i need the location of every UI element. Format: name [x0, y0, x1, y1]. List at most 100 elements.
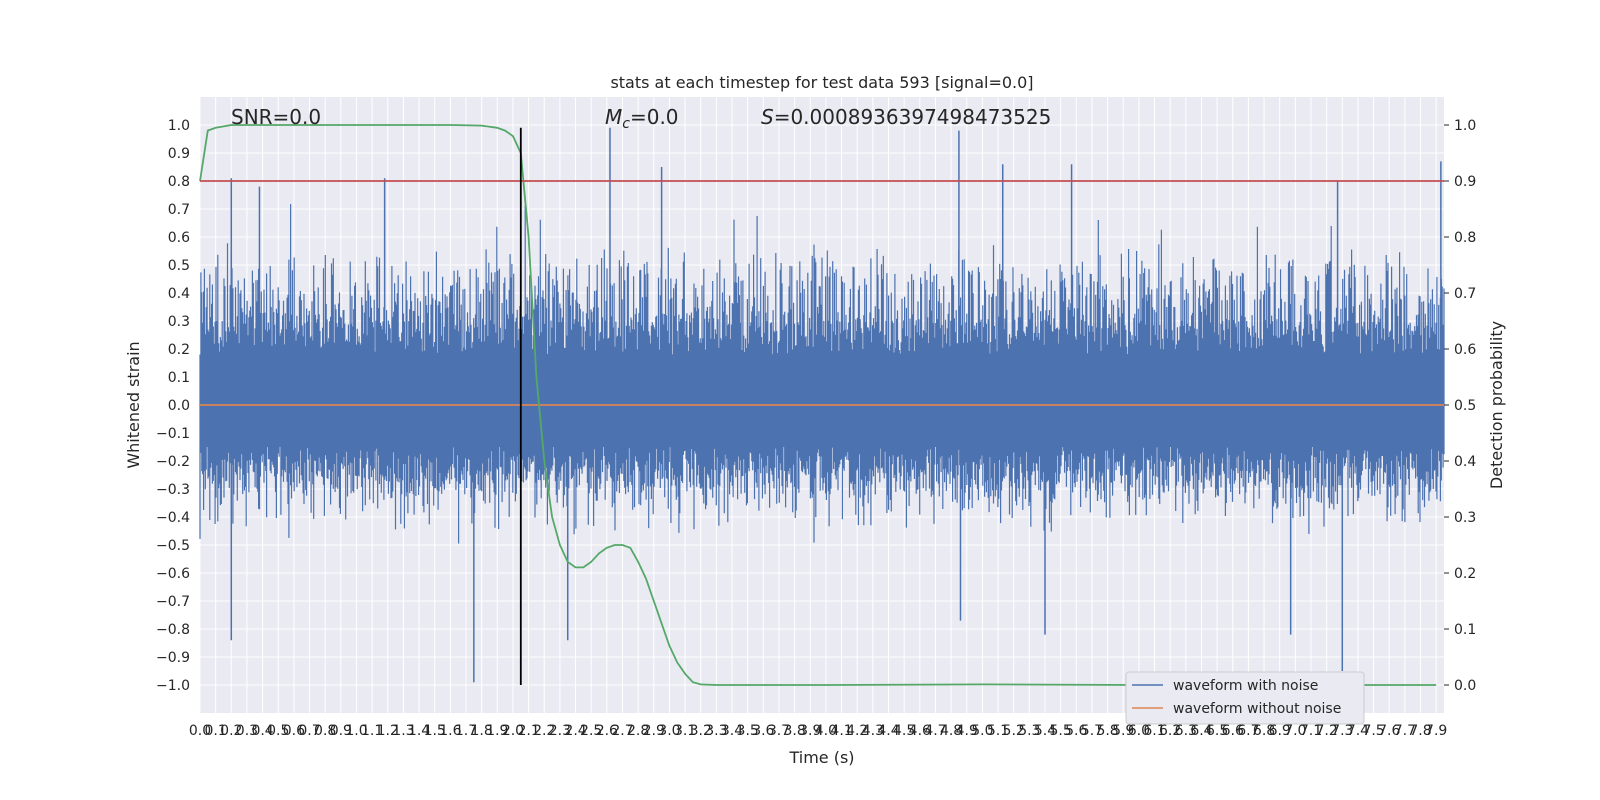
x-tick-label: 0.4 [251, 723, 273, 739]
y-tick-label: −0.9 [156, 650, 190, 666]
x-tick-label: 4.3 [862, 723, 884, 739]
x-tick-label: 6.8 [1253, 723, 1275, 739]
x-tick-label: 2.9 [643, 723, 665, 739]
x-tick-label: 7.2 [1316, 723, 1338, 739]
y-tick-label: −0.3 [156, 482, 190, 498]
x-tick-label: 7.1 [1300, 723, 1322, 739]
x-tick-label: 6.6 [1222, 723, 1244, 739]
x-tick-label: 5.0 [971, 723, 993, 739]
x-tick-label: 6.2 [1159, 723, 1181, 739]
x-tick-label: 6.5 [1206, 723, 1228, 739]
y2-tick-label: 0.0 [1454, 678, 1476, 694]
legend-label-clean: waveform without noise [1173, 701, 1341, 717]
x-tick-label: 4.8 [940, 723, 962, 739]
x-tick-label: 5.2 [1003, 723, 1025, 739]
x-tick-label: 0.7 [298, 723, 320, 739]
y-tick-label: 0.8 [168, 174, 190, 190]
x-tick-label: 7.8 [1409, 723, 1431, 739]
x-tick-label: 0.2 [220, 723, 242, 739]
x-tick-label: 3.9 [799, 723, 821, 739]
x-tick-label: 2.4 [564, 723, 586, 739]
x-tick-label: 7.9 [1425, 723, 1447, 739]
x-tick-label: 1.3 [392, 723, 414, 739]
x-tick-label: 1.9 [486, 723, 508, 739]
x-tick-label: 0.5 [267, 723, 289, 739]
x-tick-label: 1.8 [471, 723, 493, 739]
y2-tick-label: 0.5 [1454, 398, 1476, 414]
x-tick-label: 4.2 [846, 723, 868, 739]
x-tick-label: 3.6 [752, 723, 774, 739]
y-tick-label: −1.0 [156, 678, 190, 694]
y-tick-label: 1.0 [168, 118, 190, 134]
waveform-with-noise-series [199, 127, 1445, 683]
x-tick-label: 6.4 [1190, 723, 1212, 739]
x-tick-label: 4.1 [830, 723, 852, 739]
x-tick-label: 2.7 [611, 723, 633, 739]
y-tick-label: 0.3 [168, 314, 190, 330]
x-tick-label: 3.7 [768, 723, 790, 739]
y2-tick-label: 0.9 [1454, 174, 1476, 190]
x-tick-label: 3.0 [658, 723, 680, 739]
y-tick-label: −0.6 [156, 566, 190, 582]
x-tick-label: 6.3 [1175, 723, 1197, 739]
x-tick-label: 5.3 [1018, 723, 1040, 739]
x-tick-label: 0.1 [205, 723, 227, 739]
line-series [199, 124, 1444, 686]
x-tick-label: 5.5 [1049, 723, 1071, 739]
y-tick-label: −0.1 [156, 426, 190, 442]
x-tick-label: 3.4 [721, 723, 743, 739]
x-tick-label: 5.1 [987, 723, 1009, 739]
x-tick-label: 0.3 [236, 723, 258, 739]
x-tick-label: 4.5 [893, 723, 915, 739]
y2-tick-label: 0.3 [1454, 510, 1476, 526]
x-tick-label: 4.0 [815, 723, 837, 739]
y-tick-label: 0.2 [168, 342, 190, 358]
x-tick-label: 2.2 [533, 723, 555, 739]
y2-tick-label: 0.1 [1454, 622, 1476, 638]
x-tick-label: 4.4 [877, 723, 899, 739]
x-tick-label: 1.7 [455, 723, 477, 739]
x-tick-label: 1.4 [408, 723, 430, 739]
noise-band [200, 357, 1444, 447]
y2-axis-label: Detection probability [1487, 321, 1506, 489]
y2-tick-label: 0.7 [1454, 286, 1476, 302]
y2-tick-label: 0.6 [1454, 342, 1476, 358]
y-tick-label: 0.9 [168, 146, 190, 162]
x-tick-label: 0.6 [283, 723, 305, 739]
y2-tick-label: 1.0 [1454, 118, 1476, 134]
y-tick-label: 0.6 [168, 230, 190, 246]
x-tick-label: 4.9 [956, 723, 978, 739]
x-tick-label: 2.1 [517, 723, 539, 739]
y-tick-label: −0.7 [156, 594, 190, 610]
x-tick-label: 2.8 [627, 723, 649, 739]
x-tick-label: 6.9 [1269, 723, 1291, 739]
legend-label-noise: waveform with noise [1173, 678, 1318, 694]
legend: waveform with noise waveform without noi… [1125, 671, 1365, 725]
y-tick-label: −0.8 [156, 622, 190, 638]
x-tick-label: 3.3 [705, 723, 727, 739]
chart-title: stats at each timestep for test data 593… [610, 73, 1033, 92]
x-tick-label: 5.9 [1112, 723, 1134, 739]
detection-probability-line [199, 124, 1437, 686]
x-tick-label: 6.7 [1237, 723, 1259, 739]
y-tick-label: −0.5 [156, 538, 190, 554]
x-tick-label: 2.5 [580, 723, 602, 739]
x-tick-label: 4.6 [909, 723, 931, 739]
y-tick-label: −0.2 [156, 454, 190, 470]
x-tick-label: 0.9 [330, 723, 352, 739]
x-tick-label: 2.0 [502, 723, 524, 739]
y-tick-label: 0.0 [168, 398, 190, 414]
x-tick-label: 6.0 [1128, 723, 1150, 739]
x-tick-label: 5.7 [1081, 723, 1103, 739]
axis-ticks: 0.00.10.20.30.40.50.60.70.80.91.01.11.21… [156, 118, 1476, 739]
x-tick-label: 1.0 [345, 723, 367, 739]
x-tick-label: 1.5 [424, 723, 446, 739]
y-tick-label: −0.4 [156, 510, 190, 526]
s-annotation: S=0.0008936397498473525 [761, 105, 1051, 129]
x-tick-label: 7.5 [1362, 723, 1384, 739]
x-tick-label: 1.6 [439, 723, 461, 739]
x-tick-label: 3.1 [674, 723, 696, 739]
x-tick-label: 1.1 [361, 723, 383, 739]
x-tick-label: 7.7 [1394, 723, 1416, 739]
